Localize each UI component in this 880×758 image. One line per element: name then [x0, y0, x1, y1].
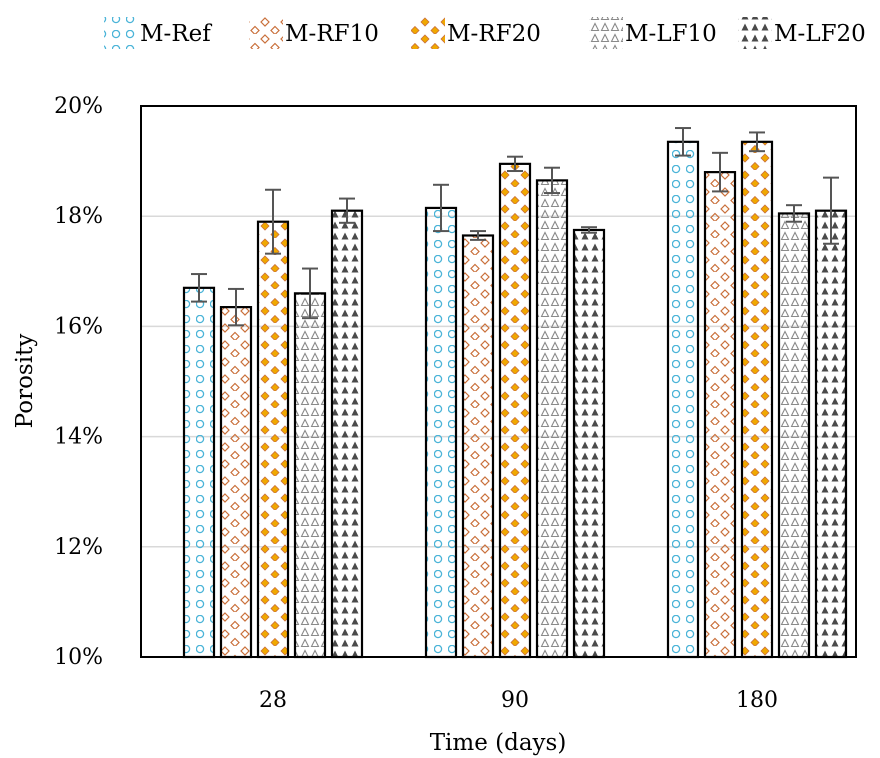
legend-item-m-rf20: M-RF20 [411, 17, 541, 49]
error-bar [712, 151, 728, 193]
error-bar [433, 183, 449, 233]
legend-label: M-LF20 [774, 21, 866, 47]
bars [182, 140, 848, 659]
y-tick-labels: 10% 12% 14% 16% 18% 20% [54, 94, 103, 670]
x-tick-label: 180 [736, 688, 778, 713]
bar-m-lf20-28 [330, 209, 364, 659]
y-tick-label: 14% [54, 425, 103, 450]
x-tick-label: 28 [259, 688, 287, 713]
error-bar [302, 267, 318, 320]
y-tick-label: 10% [54, 645, 103, 670]
x-tick-labels: 28 90 180 [259, 688, 778, 713]
bar-m-lf20-180 [814, 209, 848, 659]
error-bars [191, 127, 839, 327]
bar-m-lf10-28 [293, 292, 327, 659]
legend-label: M-RF20 [447, 21, 541, 47]
legend: M-Ref M-RF10 M-RF20 M-LF10 M-LF20 [104, 17, 866, 49]
plot-frame [140, 105, 857, 658]
legend-item-m-rf10: M-RF10 [249, 17, 379, 49]
error-bar [191, 273, 207, 303]
error-bar [507, 155, 523, 173]
error-bar [544, 166, 560, 195]
legend-item-m-lf10: M-LF10 [589, 17, 717, 49]
bar-m-lf10-180 [777, 212, 811, 659]
error-bar [749, 131, 765, 153]
error-bar [265, 188, 281, 255]
y-tick-label: 20% [54, 94, 103, 119]
bar-m-ref-180 [666, 140, 700, 659]
legend-swatch [411, 17, 445, 49]
bar-m-ref-90 [424, 206, 458, 659]
error-bar [339, 197, 355, 224]
error-bar [581, 226, 597, 234]
bar-m-lf20-90 [572, 228, 606, 659]
bar-m-rf20-28 [256, 220, 290, 659]
legend-swatch [104, 17, 138, 49]
y-tick-label: 18% [54, 204, 103, 229]
bar-m-rf10-180 [703, 171, 737, 659]
error-bar [823, 176, 839, 245]
legend-label: M-Ref [140, 21, 212, 47]
error-bar [675, 127, 691, 157]
legend-swatch [738, 17, 772, 49]
y-tick-label: 16% [54, 314, 103, 339]
y-axis-label: Porosity [12, 334, 38, 429]
legend-swatch [249, 17, 283, 49]
y-tick-label: 12% [54, 535, 103, 560]
bar-m-rf20-90 [498, 162, 532, 659]
legend-label: M-LF10 [625, 21, 717, 47]
bar-m-ref-28 [182, 286, 216, 659]
bar-m-rf10-28 [219, 306, 253, 659]
legend-label: M-RF10 [285, 21, 379, 47]
error-bar [228, 287, 244, 327]
legend-item-m-lf20: M-LF20 [738, 17, 866, 49]
x-axis-label: Time (days) [430, 730, 567, 756]
error-bar [786, 204, 802, 223]
bar-m-rf10-90 [461, 234, 495, 659]
x-tick-label: 90 [501, 688, 529, 713]
legend-swatch [589, 17, 623, 49]
legend-item-m-ref: M-Ref [104, 17, 212, 49]
bar-m-lf10-90 [535, 179, 569, 659]
bar-m-rf20-180 [740, 140, 774, 659]
error-bar [470, 230, 486, 241]
